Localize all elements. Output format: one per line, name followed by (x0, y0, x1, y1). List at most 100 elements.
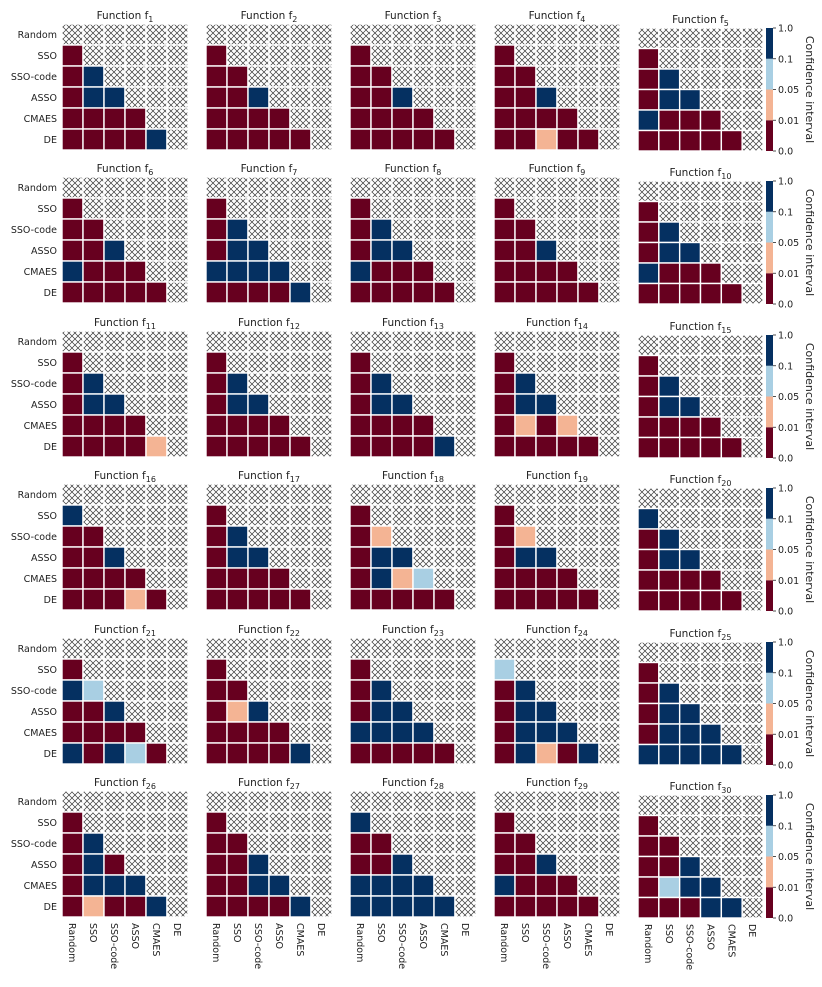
colorbar-segment (766, 825, 773, 857)
cell-CMAES-vs-Random (637, 109, 660, 132)
masked-cell (454, 414, 477, 437)
masked-cell (741, 129, 764, 152)
cell-ASSO-vs-SSO-code (391, 546, 414, 569)
masked-cell (678, 354, 702, 377)
cell-ASSO-vs-SSO-code (678, 702, 702, 725)
masked-cell (145, 44, 168, 67)
colorbar-segment (766, 856, 773, 888)
masked-cell (310, 832, 333, 855)
masked-cell (124, 44, 147, 67)
masked-cell (145, 637, 168, 660)
cell-DE-vs-SSO (658, 436, 681, 459)
masked-cell (289, 260, 312, 283)
cell-ASSO-vs-SSO (658, 702, 681, 725)
panel-f16: Function f16 Random SSO SSO-code ASSO CMAES DE (11, 470, 189, 611)
cell-ASSO-vs-SSO-code (535, 546, 558, 569)
masked-cell (598, 260, 621, 283)
y-tick-label: Random (18, 337, 57, 348)
cell-SSO-code-vs-Random (349, 65, 372, 88)
masked-cell (720, 416, 743, 439)
masked-cell (535, 372, 558, 395)
cell-ASSO-vs-SSO-code (247, 700, 270, 723)
masked-cell (166, 832, 189, 855)
masked-cell (454, 700, 477, 723)
cell-CMAES-vs-ASSO (699, 569, 723, 592)
cell-DE-vs-CMAES (289, 281, 312, 304)
masked-cell (103, 23, 126, 46)
masked-cell (145, 176, 168, 199)
cell-CMAES-vs-SSO (514, 721, 537, 744)
masked-cell (166, 525, 189, 548)
cell-CMAES-vs-ASSO (268, 874, 291, 897)
masked-cell (247, 197, 270, 220)
cell-DE-vs-SSO (82, 128, 105, 151)
masked-cell (370, 23, 393, 46)
cell-SSO-code-vs-Random (637, 68, 660, 91)
cell-DE-vs-Random (205, 281, 228, 304)
cell-SSO-code-vs-SSO (514, 218, 537, 241)
cell-CMAES-vs-ASSO (412, 721, 435, 744)
cell-SSO-code-vs-SSO (514, 65, 537, 88)
x-tick-label: ASSO (273, 923, 284, 949)
cell-SSO-code-vs-SSO (370, 65, 393, 88)
masked-cell (433, 23, 456, 46)
masked-cell (699, 682, 723, 705)
colorbar-tick-label: 0.05 (778, 238, 799, 249)
masked-cell (433, 525, 456, 548)
masked-cell (598, 197, 621, 220)
masked-cell (598, 435, 621, 458)
cell-SSO-code-vs-Random (493, 525, 516, 548)
cell-DE-vs-CMAES (577, 435, 600, 458)
masked-cell (658, 507, 681, 530)
masked-cell (598, 721, 621, 744)
masked-cell (349, 176, 372, 199)
masked-cell (658, 487, 681, 510)
masked-cell (124, 811, 147, 834)
cell-ASSO-vs-SSO (82, 700, 105, 723)
cell-DE-vs-Random (205, 435, 228, 458)
panel-title: Function f24 (526, 624, 588, 638)
masked-cell (556, 176, 579, 199)
cell-DE-vs-SSO (226, 435, 249, 458)
masked-cell (145, 853, 168, 876)
cell-DE-vs-SSO (658, 896, 681, 919)
masked-cell (61, 790, 84, 813)
panel-f13: Function f13 (349, 317, 477, 458)
cell-SSO-code-vs-Random (637, 221, 660, 244)
masked-cell (268, 23, 291, 46)
colorbar: 0.0 0.01 0.05 0.1 1.0 Confidence interval (766, 638, 816, 772)
cell-SSO-code-vs-SSO (514, 832, 537, 855)
cell-CMAES-vs-Random (349, 874, 372, 897)
y-tick-label: Random (18, 30, 57, 41)
cell-ASSO-vs-SSO-code (103, 546, 126, 569)
masked-cell (268, 637, 291, 660)
cell-SSO-vs-Random (493, 44, 516, 67)
masked-cell (741, 507, 764, 530)
colorbar-label: Confidence interval (803, 36, 816, 143)
masked-cell (556, 372, 579, 395)
panel-title: Function f2 (241, 10, 298, 24)
cell-ASSO-vs-SSO (226, 700, 249, 723)
panel-f5: Function f5 (637, 14, 764, 152)
masked-cell (391, 658, 414, 681)
cell-SSO-vs-Random (349, 197, 372, 220)
masked-cell (124, 239, 147, 262)
x-tick-label: SSO (231, 923, 242, 943)
masked-cell (741, 88, 764, 111)
masked-cell (226, 637, 249, 660)
masked-cell (226, 504, 249, 527)
masked-cell (226, 790, 249, 813)
masked-cell (741, 375, 764, 398)
cell-SSO-code-vs-SSO (82, 679, 105, 702)
cell-SSO-code-vs-Random (205, 372, 228, 395)
cell-DE-vs-ASSO (412, 895, 435, 918)
cell-ASSO-vs-SSO (82, 86, 105, 109)
y-tick-label: Random (18, 797, 57, 808)
cell-SSO-code-vs-Random (637, 835, 660, 858)
masked-cell (61, 176, 84, 199)
cell-DE-vs-CMAES (145, 128, 168, 151)
masked-cell (433, 372, 456, 395)
colorbar-segment (766, 703, 773, 735)
masked-cell (103, 483, 126, 506)
masked-cell (741, 589, 764, 612)
